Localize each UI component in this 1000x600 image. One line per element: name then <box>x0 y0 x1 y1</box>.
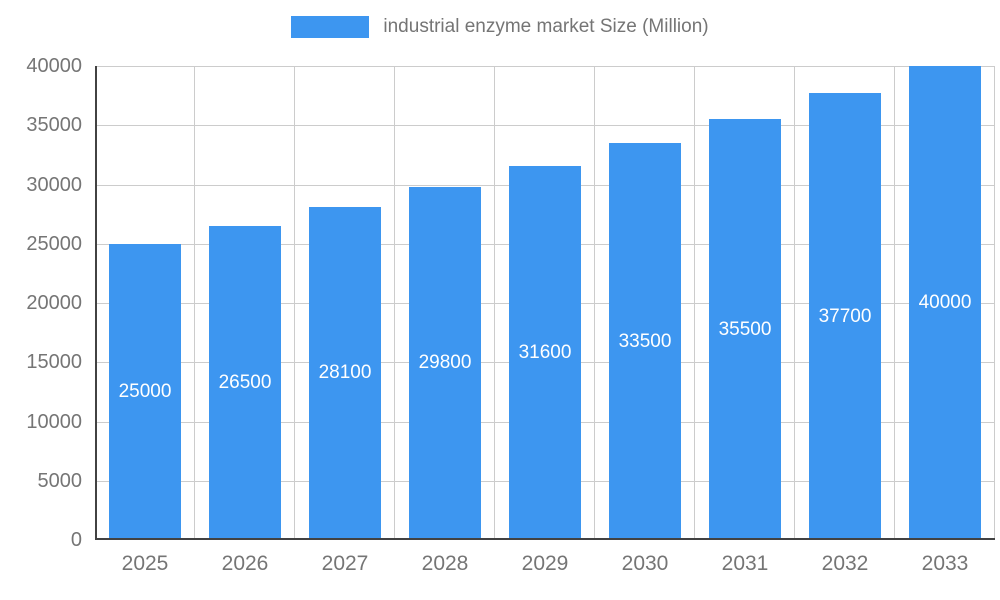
bar-value-label: 28100 <box>318 362 372 384</box>
bar-2031[interactable]: 35500 <box>709 119 781 540</box>
gridline-vertical <box>994 66 995 540</box>
x-axis-line <box>95 538 995 540</box>
x-tick-label: 2033 <box>921 552 969 575</box>
gridline-vertical <box>194 66 195 540</box>
bar-2030[interactable]: 33500 <box>609 143 681 540</box>
bar-value-label: 31600 <box>518 341 572 363</box>
x-tick-label: 2031 <box>721 552 769 575</box>
x-tick-label: 2028 <box>421 552 469 575</box>
y-tick-label: 40000 <box>26 55 82 77</box>
gridline-vertical <box>694 66 695 540</box>
x-tick-label: 2027 <box>321 552 369 575</box>
y-axis-labels: 0 5000 10000 15000 20000 25000 30000 35000 40000 <box>0 55 83 551</box>
bar-2026[interactable]: 26500 <box>209 225 281 540</box>
gridline-horizontal <box>95 66 995 67</box>
bar-value-label: 26500 <box>218 371 272 393</box>
bar-2028[interactable]: 29800 <box>409 186 481 540</box>
y-tick-label: 5000 <box>37 469 83 492</box>
plot-area: 25000 26500 28100 29800 31600 33500 35500 37700… <box>95 66 995 540</box>
bar-value-label: 40000 <box>918 292 972 313</box>
bar-value-label: 35500 <box>718 318 772 340</box>
y-tick-label: 20000 <box>26 292 82 314</box>
y-tick-label: 0 <box>70 529 82 551</box>
gridline-vertical <box>894 66 895 540</box>
bar-value-label: 33500 <box>618 330 672 352</box>
legend: industrial enzyme market Size (Million) <box>0 16 1000 38</box>
bar-2032[interactable]: 37700 <box>809 93 881 540</box>
y-tick-label: 10000 <box>26 410 82 433</box>
gridline-horizontal <box>95 125 995 127</box>
gridline-vertical <box>494 66 495 540</box>
bar-2033[interactable]: 40000 <box>909 66 981 540</box>
bar-2029[interactable]: 31600 <box>509 165 581 540</box>
x-tick-label: 2030 <box>621 552 669 575</box>
y-tick-label: 35000 <box>26 114 82 137</box>
y-axis-line <box>95 66 97 540</box>
bar-value-label: 29800 <box>418 352 472 374</box>
x-tick-label: 2025 <box>121 552 169 575</box>
x-axis-labels: 2025 2026 2027 2028 2029 2030 2031 2032 2033 <box>95 552 995 586</box>
legend-label: industrial enzyme market Size (Million) <box>383 16 709 37</box>
bar-2027[interactable]: 28100 <box>309 207 381 540</box>
gridline-vertical <box>794 66 795 540</box>
y-tick-label: 25000 <box>26 232 82 255</box>
x-tick-label: 2032 <box>821 552 869 575</box>
gridline-vertical <box>594 66 595 540</box>
bar-2025[interactable]: 25000 <box>109 243 181 540</box>
gridline-vertical <box>294 66 295 540</box>
y-tick-label: 30000 <box>26 173 82 196</box>
bar-value-label: 25000 <box>118 380 172 402</box>
legend-swatch <box>291 16 370 38</box>
bar-value-label: 37700 <box>818 305 872 327</box>
x-tick-label: 2029 <box>521 552 569 575</box>
y-tick-label: 15000 <box>26 351 82 374</box>
x-tick-label: 2026 <box>221 552 269 575</box>
gridline-vertical <box>394 66 395 540</box>
